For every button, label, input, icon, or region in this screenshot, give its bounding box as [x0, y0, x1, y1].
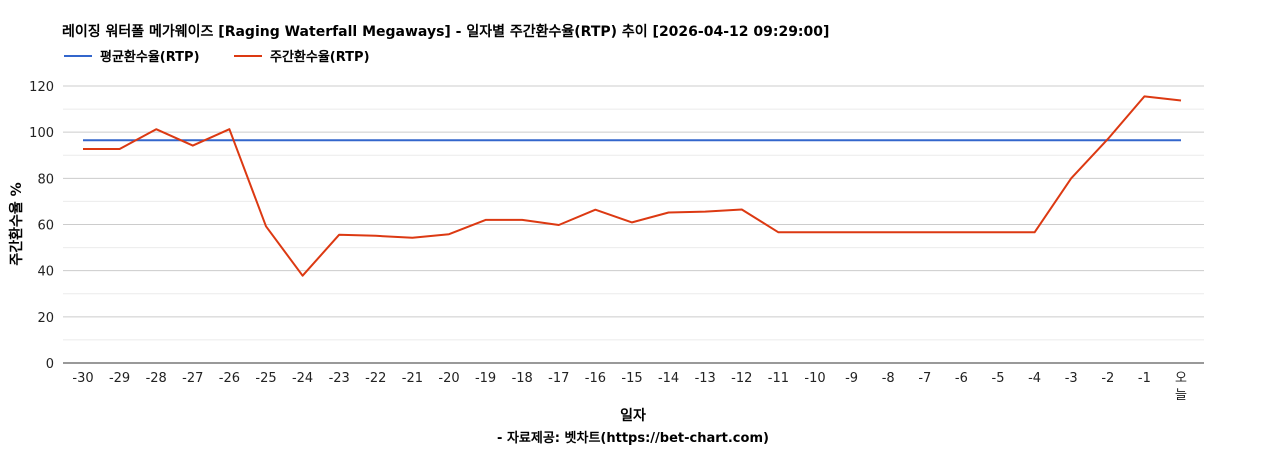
- x-tick-label: -13: [695, 371, 716, 386]
- x-tick-label: -1: [1138, 371, 1151, 386]
- x-axis-ticks: -30 -29 -28 -27 -26 -25 -24 -23 -22 -21 -20 -19 -18-…: [72, 371, 1187, 403]
- x-tick-label: -11: [768, 371, 789, 386]
- x-tick-label: -22: [365, 371, 386, 386]
- y-tick-label: 0: [46, 357, 54, 372]
- y-tick-label: 80: [37, 172, 54, 187]
- x-tick-label: -9: [845, 371, 858, 386]
- x-tick-label: -19: [475, 371, 496, 386]
- x-tick-label: -12: [731, 371, 752, 386]
- legend: 평균환수율(RTP) 주간환수율(RTP): [64, 49, 370, 65]
- chart-title: 레이징 워터폴 메가웨이즈 [Raging Waterfall Megaways…: [62, 23, 829, 40]
- x-tick-label: -14: [658, 371, 679, 386]
- series-lines: [83, 95, 1182, 277]
- y-axis-title: 주간환수율 %: [8, 182, 25, 265]
- x-tick-label: -29: [109, 371, 130, 386]
- x-tick-label: -17: [548, 371, 569, 386]
- x-tick-label: -28: [146, 371, 167, 386]
- x-tick-label: -23: [329, 371, 350, 386]
- x-tick-label: -8: [882, 371, 895, 386]
- x-axis-title: 일자: [620, 408, 646, 424]
- x-tick-label: -27: [182, 371, 203, 386]
- x-tick-label: -25: [255, 371, 276, 386]
- x-tick-label: -2: [1101, 371, 1114, 386]
- x-tick-label: -21: [402, 371, 423, 386]
- x-tick-label: -10: [804, 371, 825, 386]
- x-tick-label: -5: [992, 371, 1005, 386]
- x-tick-label: -16: [585, 371, 606, 386]
- x-tick-label: -15: [621, 371, 642, 386]
- gridlines: [63, 85, 1204, 341]
- source-credit: - 자료제공: 벳차트(https://bet-chart.com): [497, 430, 769, 446]
- x-tick-label: -30: [72, 371, 93, 386]
- x-tick-label: -20: [438, 371, 459, 386]
- y-tick-label: 40: [37, 265, 54, 280]
- y-tick-label: 120: [29, 80, 54, 95]
- x-tick-label: -24: [292, 371, 313, 386]
- y-tick-label: 60: [37, 219, 54, 234]
- y-axis-ticks: 0 20 40 60 80 100 120: [29, 80, 54, 372]
- x-tick-label: -3: [1065, 371, 1078, 386]
- y-tick-label: 20: [37, 311, 54, 326]
- x-tick-label: -4: [1028, 371, 1041, 386]
- legend-label: 평균환수율(RTP): [100, 49, 200, 65]
- x-tick-label: -26: [219, 371, 240, 386]
- series-line-weekly-rtp: [83, 95, 1182, 277]
- y-tick-label: 100: [29, 126, 54, 141]
- x-tick-label: -18: [512, 371, 533, 386]
- x-tick-label: -7: [918, 371, 931, 386]
- x-tick-label: -6: [955, 371, 968, 386]
- legend-label: 주간환수율(RTP): [270, 49, 370, 65]
